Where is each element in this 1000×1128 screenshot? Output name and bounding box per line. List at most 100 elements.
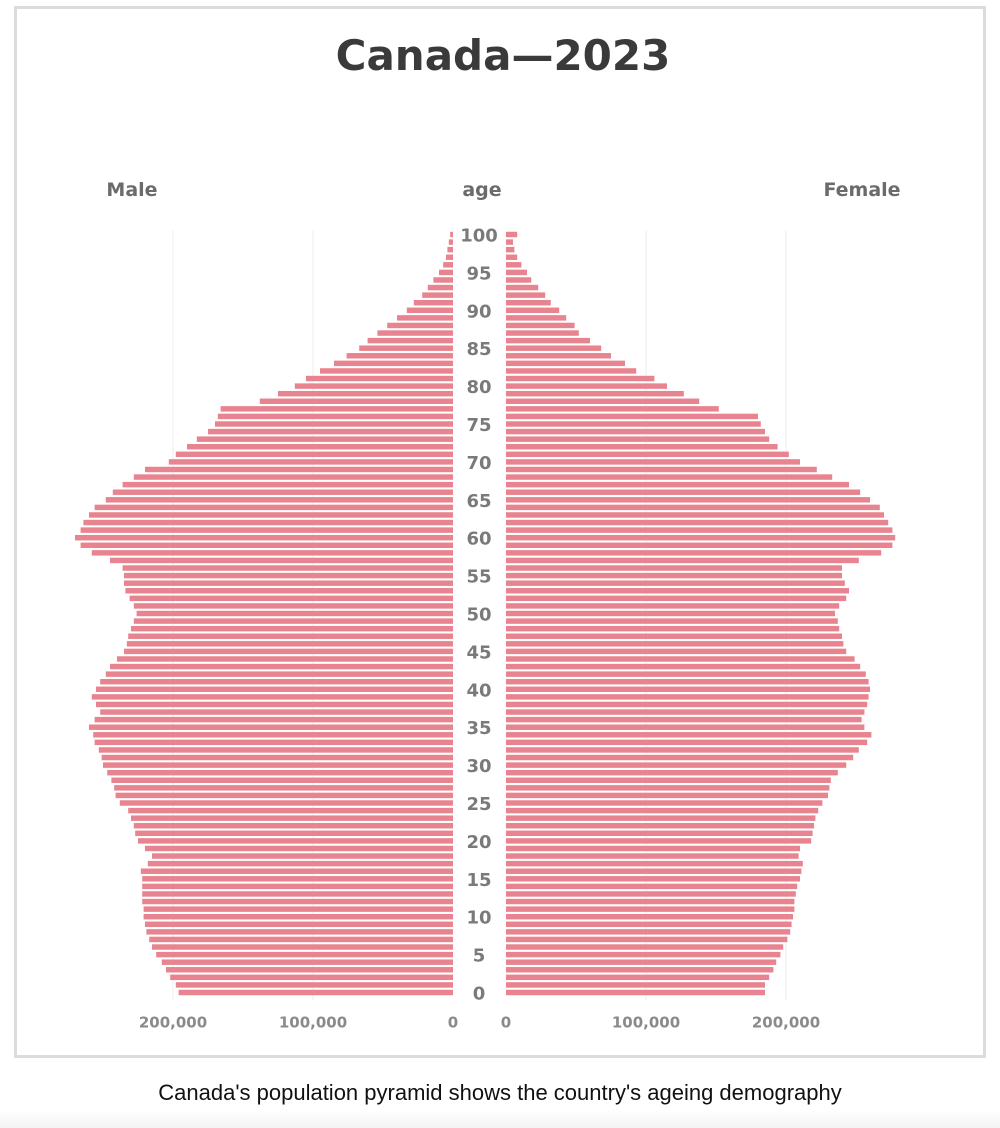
- age-tick-label: 75: [466, 415, 491, 436]
- male-bar: [142, 883, 453, 890]
- chart-frame: Canada—2023 Male age Female 0 5 10 15 20 25 30…: [14, 6, 986, 1058]
- female-bar: [506, 413, 758, 420]
- male-bar: [80, 527, 453, 533]
- age-tick-label: 35: [466, 718, 491, 739]
- female-bar: [506, 292, 546, 298]
- age-tick-label: 30: [466, 756, 491, 777]
- male-bar: [448, 239, 453, 245]
- male-bar: [126, 641, 454, 647]
- male-bar: [105, 497, 454, 503]
- male-bar: [320, 368, 453, 374]
- female-bar: [506, 739, 868, 746]
- female-bar: [506, 231, 518, 238]
- female-bar: [506, 891, 796, 897]
- male-bar: [122, 565, 453, 571]
- male-bar: [427, 284, 453, 291]
- age-tick-label: 10: [466, 908, 491, 929]
- female-bar: [506, 959, 777, 965]
- male-bar: [124, 648, 453, 655]
- male-bar: [91, 694, 454, 700]
- female-bar: [506, 337, 590, 344]
- male-bar: [140, 868, 454, 874]
- male-bar: [217, 413, 453, 420]
- female-bar: [506, 807, 819, 814]
- female-bar: [506, 823, 814, 829]
- female-bar: [506, 474, 833, 480]
- female-bar: [506, 853, 799, 859]
- female-bar: [506, 906, 795, 912]
- male-bar: [168, 459, 454, 465]
- female-bar: [506, 504, 880, 511]
- male-bar: [135, 830, 453, 837]
- female-bar: [506, 466, 817, 473]
- age-tick-label: 0: [473, 984, 486, 1005]
- male-bar: [80, 542, 453, 549]
- age-tick-label: 55: [466, 567, 491, 588]
- female-bar: [506, 716, 862, 723]
- male-bar: [334, 360, 453, 367]
- female-bar: [506, 595, 847, 602]
- male-bar: [413, 299, 453, 306]
- female-bar: [506, 246, 515, 253]
- male-bar: [406, 307, 453, 314]
- female-bar: [506, 709, 865, 715]
- female-bar: [506, 534, 896, 541]
- male-bar: [143, 913, 453, 920]
- female-bar: [506, 428, 765, 435]
- female-bar: [506, 406, 719, 412]
- female-bar: [506, 481, 849, 488]
- male-bar: [133, 823, 454, 829]
- female-x-tick-label: 0: [501, 1014, 511, 1032]
- male-bar: [122, 481, 453, 488]
- female-bar: [506, 982, 765, 988]
- male-bar: [196, 436, 454, 442]
- female-bar: [506, 307, 560, 314]
- female-bar: [506, 686, 870, 693]
- male-bar: [215, 421, 453, 427]
- male-bar: [94, 716, 453, 723]
- female-bar: [506, 383, 667, 389]
- female-bar: [506, 588, 849, 594]
- male-x-tick-label: 0: [448, 1014, 458, 1032]
- female-bar: [506, 284, 539, 291]
- male-bar: [170, 974, 453, 981]
- age-tick-label: 70: [466, 453, 491, 474]
- female-bar: [506, 921, 792, 928]
- female-bar: [506, 345, 602, 351]
- age-tick-label: 15: [466, 870, 491, 891]
- male-bar: [145, 466, 453, 473]
- male-bar: [143, 906, 453, 912]
- age-axis-label: age: [462, 179, 502, 201]
- male-bar: [152, 944, 453, 950]
- male-bar: [101, 754, 453, 761]
- age-tick-label: 80: [466, 377, 491, 398]
- male-bar: [124, 572, 453, 579]
- male-bar: [278, 390, 453, 397]
- male-bar: [146, 929, 453, 935]
- male-bar: [145, 921, 453, 928]
- male-bar: [100, 709, 453, 715]
- female-bar: [506, 671, 866, 677]
- female-bar: [506, 436, 770, 442]
- age-tick-label: 95: [466, 263, 491, 284]
- male-bar: [133, 603, 454, 609]
- age-tick-label: 100: [460, 226, 498, 247]
- female-bar: [506, 701, 868, 708]
- female-axis-label: Female: [823, 179, 901, 201]
- female-bar: [506, 512, 884, 518]
- male-bar: [187, 444, 453, 450]
- female-bar: [506, 769, 838, 776]
- female-x-tick-label: 100,000: [612, 1014, 680, 1032]
- male-bar: [377, 330, 453, 336]
- female-bar: [506, 398, 700, 404]
- male-axis-label: Male: [106, 179, 158, 201]
- female-bar: [506, 618, 838, 624]
- female-bar: [506, 913, 793, 920]
- male-bar: [119, 800, 454, 806]
- female-bar: [506, 936, 788, 943]
- male-bar: [111, 777, 454, 783]
- female-bar: [506, 989, 765, 996]
- male-bar: [117, 656, 453, 662]
- male-bar: [433, 277, 453, 283]
- male-bar: [156, 951, 453, 958]
